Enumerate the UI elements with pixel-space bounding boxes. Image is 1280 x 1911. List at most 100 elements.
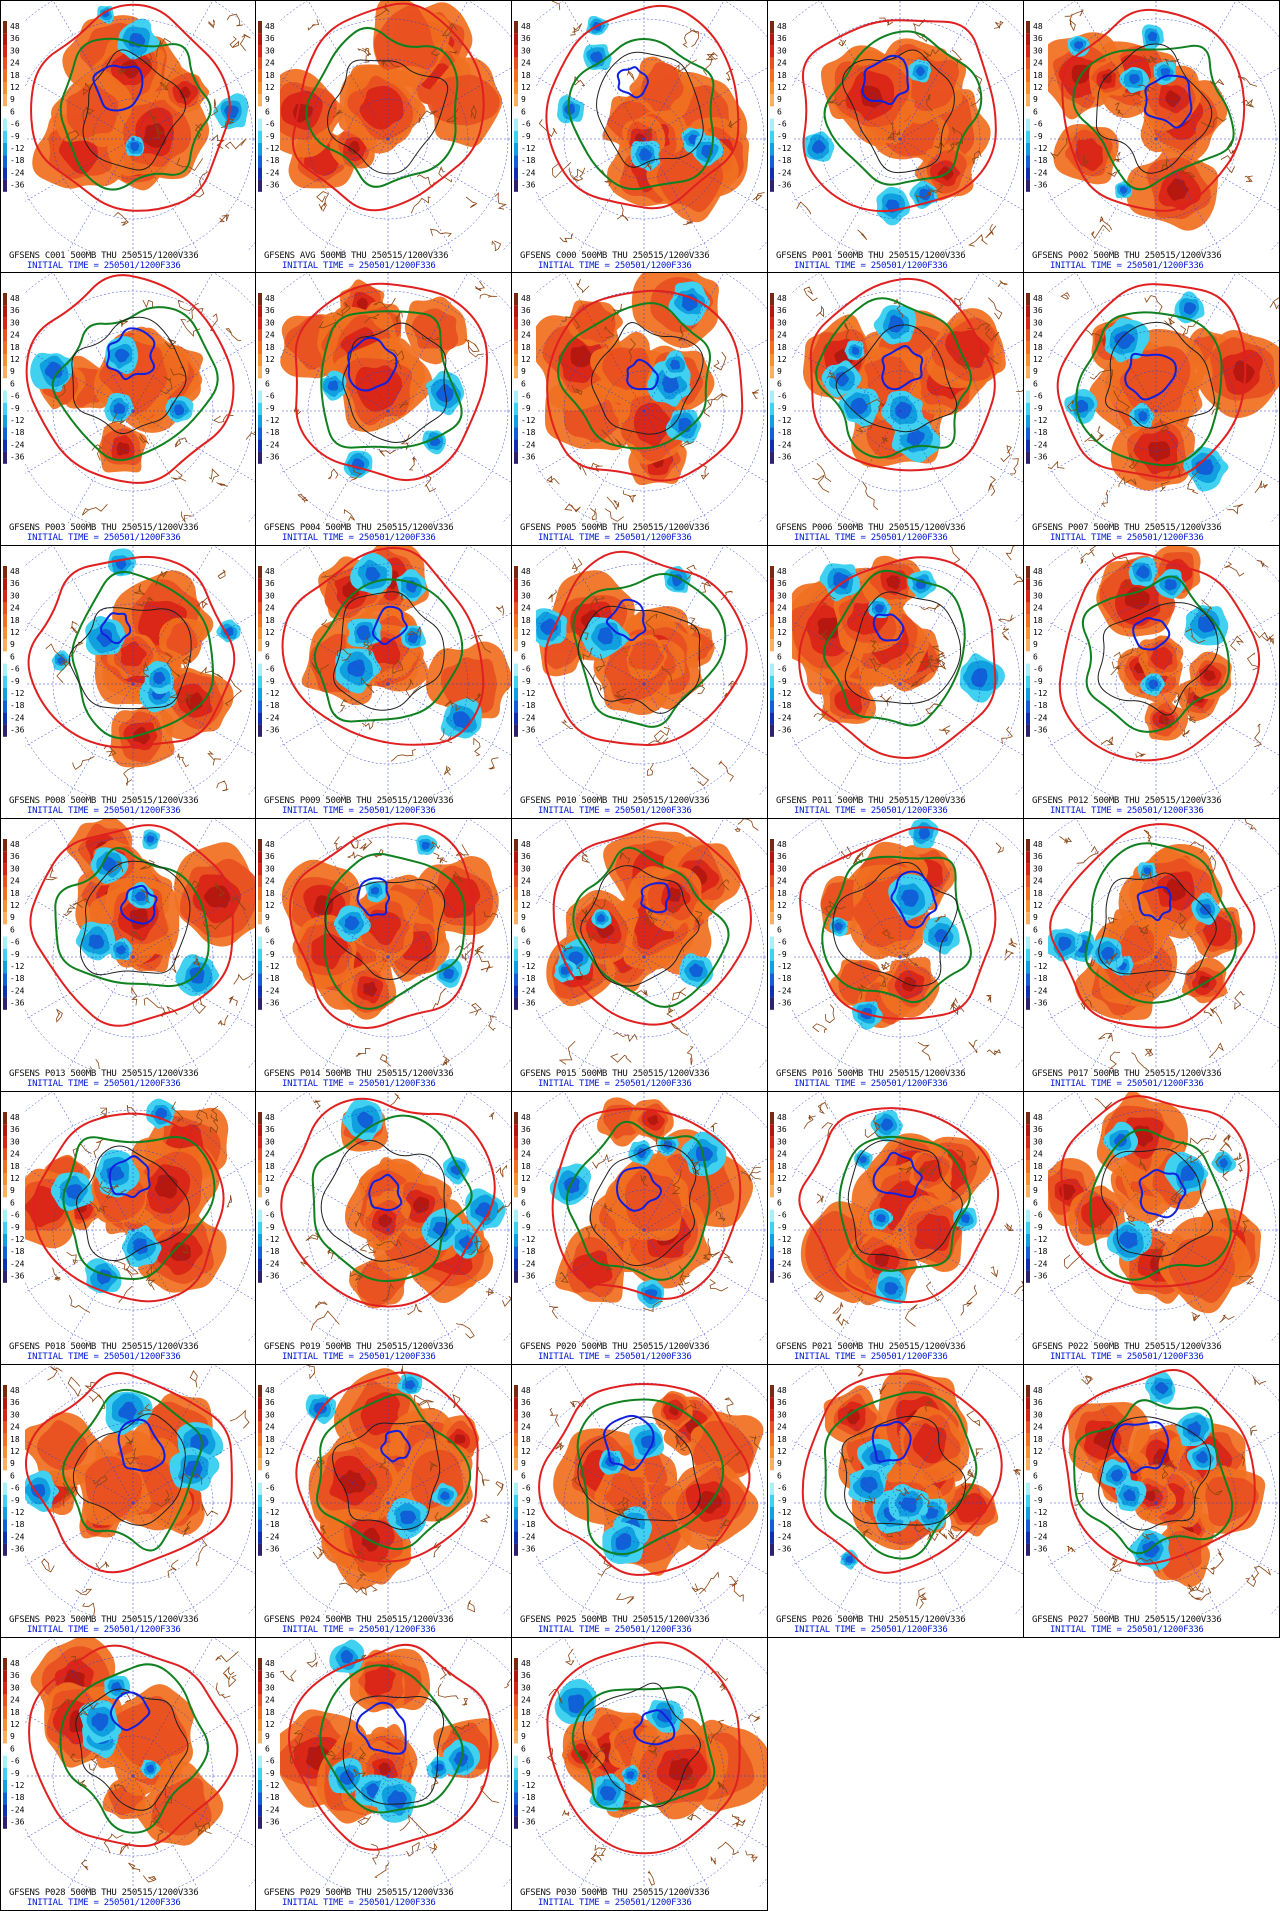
colorbar-swatch	[258, 973, 262, 986]
height-contour-blue	[881, 345, 924, 391]
positive-anomaly-shading	[912, 1423, 947, 1464]
colorbar-swatch	[258, 700, 262, 713]
longitude-line	[643, 273, 724, 412]
height-contour-green	[59, 1663, 209, 1834]
longitude-line	[1155, 273, 1236, 412]
height-contour-black	[75, 1145, 190, 1262]
negative-anomaly-shading	[900, 889, 919, 907]
longitude-line	[25, 138, 134, 202]
height-contour-black	[841, 1415, 967, 1526]
colorbar-swatch	[258, 293, 262, 306]
longitude-line	[835, 1502, 901, 1615]
colorbar-swatch	[1026, 1124, 1030, 1137]
height-contour-red	[546, 1641, 741, 1855]
colorbar-swatch	[258, 82, 262, 95]
colorbar-swatch	[258, 1494, 262, 1507]
colorbar-swatch	[770, 415, 774, 428]
colorbar-label: 36	[521, 306, 531, 315]
colorbar-swatch	[3, 851, 7, 864]
longitude-line	[536, 76, 645, 140]
positive-anomaly-shading	[116, 442, 130, 456]
panel-title: GFSENS P010 500MB THU 250515/1200V336	[520, 796, 710, 806]
ensemble-panel: 48 36 30 24 18 12 9 6 -6 -9 -12 -18 -24 -36 GFSENS C00…	[512, 0, 768, 273]
panel-title: GFSENS P022 500MB THU 250515/1200V336	[1032, 1342, 1222, 1352]
colorbar-label: 6	[521, 1744, 526, 1753]
colorbar-swatch	[770, 1507, 774, 1520]
longitude-line	[643, 683, 767, 756]
colorbar-label: 48	[777, 567, 787, 576]
colorbar-swatch	[514, 130, 518, 143]
longitude-line	[132, 1775, 198, 1888]
colorbar-label: -9	[521, 1223, 531, 1232]
height-contour-red	[1060, 1095, 1250, 1288]
colorbar-label: 30	[1033, 591, 1043, 600]
longitude-line	[132, 1092, 213, 1231]
negative-anomaly-shading	[118, 1401, 137, 1421]
colorbar-swatch	[3, 130, 7, 143]
colorbar-label: 36	[777, 306, 787, 315]
height-contour-black	[832, 861, 958, 987]
negative-anomaly-shading	[695, 1146, 714, 1161]
colorbar-label: -6	[777, 1211, 787, 1220]
colorbar-swatch	[770, 118, 774, 131]
colorbar-swatch	[258, 1446, 262, 1459]
colorbar-swatch	[770, 439, 774, 452]
height-contour-green	[838, 1135, 971, 1272]
longitude-line	[1076, 546, 1157, 685]
colorbar-swatch	[3, 997, 7, 1010]
colorbar-label: 9	[777, 367, 782, 376]
longitude-line	[1076, 1, 1157, 140]
colorbar-swatch	[1026, 948, 1030, 961]
colorbar-swatch	[1026, 1221, 1030, 1234]
panel-title: GFSENS P008 500MB THU 250515/1200V336	[9, 796, 199, 806]
negative-anomaly-shading	[153, 671, 166, 685]
colorbar-label: -24	[777, 1259, 792, 1268]
colorbar-label: 48	[521, 840, 531, 849]
colorbar-swatch	[1026, 427, 1030, 440]
colorbar-swatch	[3, 614, 7, 627]
colorbar-swatch	[770, 1221, 774, 1234]
positive-anomaly-shading	[1144, 1490, 1156, 1502]
colorbar-label: 30	[265, 591, 275, 600]
longitude-line	[387, 138, 453, 251]
colorbar-label: -36	[10, 1545, 25, 1554]
colorbar-swatch	[258, 155, 262, 168]
height-contour-blue	[1132, 617, 1171, 651]
colorbar-label: -18	[1033, 428, 1048, 437]
longitude-line	[1048, 1167, 1157, 1231]
colorbar-label: 24	[265, 604, 275, 613]
panel-initial-time: INITIAL TIME = 250501/1200F336	[794, 1625, 948, 1635]
positive-anomaly-shading	[834, 689, 863, 716]
longitude-line	[280, 621, 389, 685]
colorbar-label: -36	[265, 999, 280, 1008]
colorbar-label: 30	[521, 864, 531, 873]
colorbar-swatch	[258, 651, 262, 664]
colorbar-swatch	[258, 378, 262, 391]
colorbar-label: 36	[521, 852, 531, 861]
colorbar-label: 48	[777, 1113, 787, 1122]
colorbar-swatch	[258, 305, 262, 318]
longitude-line	[132, 1502, 255, 1574]
colorbar-label: -36	[10, 999, 25, 1008]
colorbar-label: 18	[265, 1162, 275, 1171]
map-domain	[280, 1365, 511, 1615]
colorbar-label: -6	[521, 392, 531, 401]
longitude-line	[1048, 1502, 1157, 1566]
height-contour-black	[847, 1139, 963, 1261]
colorbar-swatch	[258, 627, 262, 640]
colorbar-swatch	[770, 354, 774, 367]
colorbar-label: 30	[521, 46, 531, 55]
longitude-line	[1155, 339, 1279, 412]
negative-anomaly-shading	[44, 361, 63, 380]
height-contour-green	[572, 846, 730, 1008]
positive-anomaly-shading	[668, 1758, 693, 1781]
colorbar-swatch	[258, 1519, 262, 1532]
colorbar-swatch	[1026, 724, 1030, 737]
colorbar-swatch	[514, 1234, 518, 1247]
colorbar-label: -9	[521, 1496, 531, 1505]
height-contour-black	[332, 1420, 441, 1531]
